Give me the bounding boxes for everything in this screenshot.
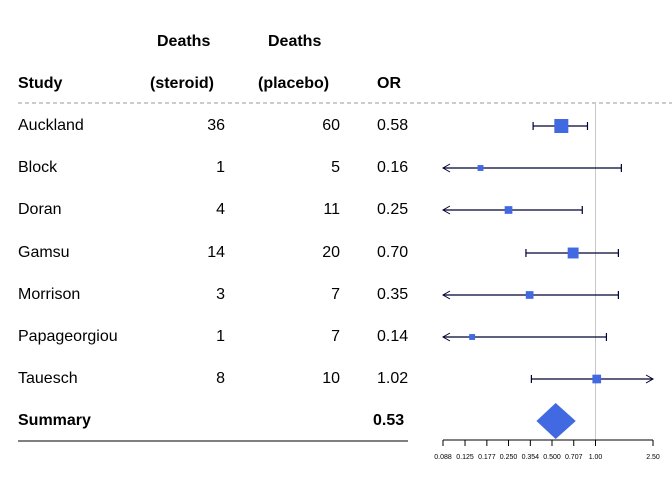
header-study: Study: [18, 75, 63, 92]
row-study: Morrison: [18, 286, 81, 303]
row-study: Doran: [18, 201, 62, 218]
row-or: 1.02: [377, 370, 409, 387]
x-tick-label: 0.088: [434, 454, 452, 461]
row-study: Papageorgiou: [18, 328, 118, 345]
ci-arrow-right: [645, 374, 655, 384]
row-steroid: 36: [207, 117, 225, 134]
x-tick-label: 0.125: [456, 454, 474, 461]
x-tick-label: 2.50: [646, 454, 660, 461]
ci-arrow-left: [441, 163, 451, 173]
row-or: 0.35: [377, 286, 409, 303]
or-box: [477, 165, 484, 171]
summary-or: 0.53: [373, 412, 405, 429]
header-steroid-bottom: (steroid): [150, 75, 214, 92]
row-placebo: 7: [331, 286, 340, 303]
row-or: 0.14: [377, 328, 409, 345]
row-placebo: 5: [331, 159, 340, 176]
or-box: [567, 247, 579, 259]
row-or: 0.25: [377, 201, 409, 218]
row-placebo: 20: [322, 244, 340, 261]
row-study: Block: [18, 159, 58, 176]
row-placebo: 7: [331, 328, 340, 345]
row-steroid: 4: [216, 201, 225, 218]
x-tick-label: 1.00: [589, 454, 603, 461]
or-box: [592, 374, 602, 384]
row-steroid: 1: [216, 328, 225, 345]
ci-arrow-left: [441, 205, 451, 215]
header-or: OR: [377, 75, 401, 92]
summary-diamond: [536, 403, 576, 439]
header-placebo-bottom: (placebo): [258, 75, 330, 92]
header-placebo-top: Deaths: [268, 33, 322, 50]
row-or: 0.70: [377, 244, 409, 261]
or-box: [554, 119, 569, 133]
summary-label: Summary: [18, 412, 91, 429]
ci-arrow-left: [441, 332, 451, 342]
row-steroid: 1: [216, 159, 225, 176]
row-placebo: 10: [322, 370, 340, 387]
row-or: 0.58: [377, 117, 409, 134]
row-or: 0.16: [377, 159, 409, 176]
x-tick-label: 0.354: [522, 454, 540, 461]
ci-arrow-left: [441, 290, 451, 300]
or-box: [469, 334, 476, 340]
x-tick-label: 0.177: [478, 454, 496, 461]
row-steroid: 14: [207, 244, 225, 261]
row-placebo: 60: [322, 117, 340, 134]
row-study: Auckland: [18, 117, 84, 134]
or-box: [504, 206, 513, 214]
row-steroid: 8: [216, 370, 225, 387]
row-placebo: 11: [323, 201, 340, 218]
or-box: [525, 291, 534, 299]
row-study: Tauesch: [18, 370, 78, 387]
row-study: Gamsu: [18, 244, 70, 261]
x-tick-label: 0.707: [565, 454, 583, 461]
row-steroid: 3: [216, 286, 225, 303]
header-steroid-top: Deaths: [157, 33, 211, 50]
x-tick-label: 0.500: [543, 454, 561, 461]
x-tick-label: 0.250: [500, 454, 518, 461]
